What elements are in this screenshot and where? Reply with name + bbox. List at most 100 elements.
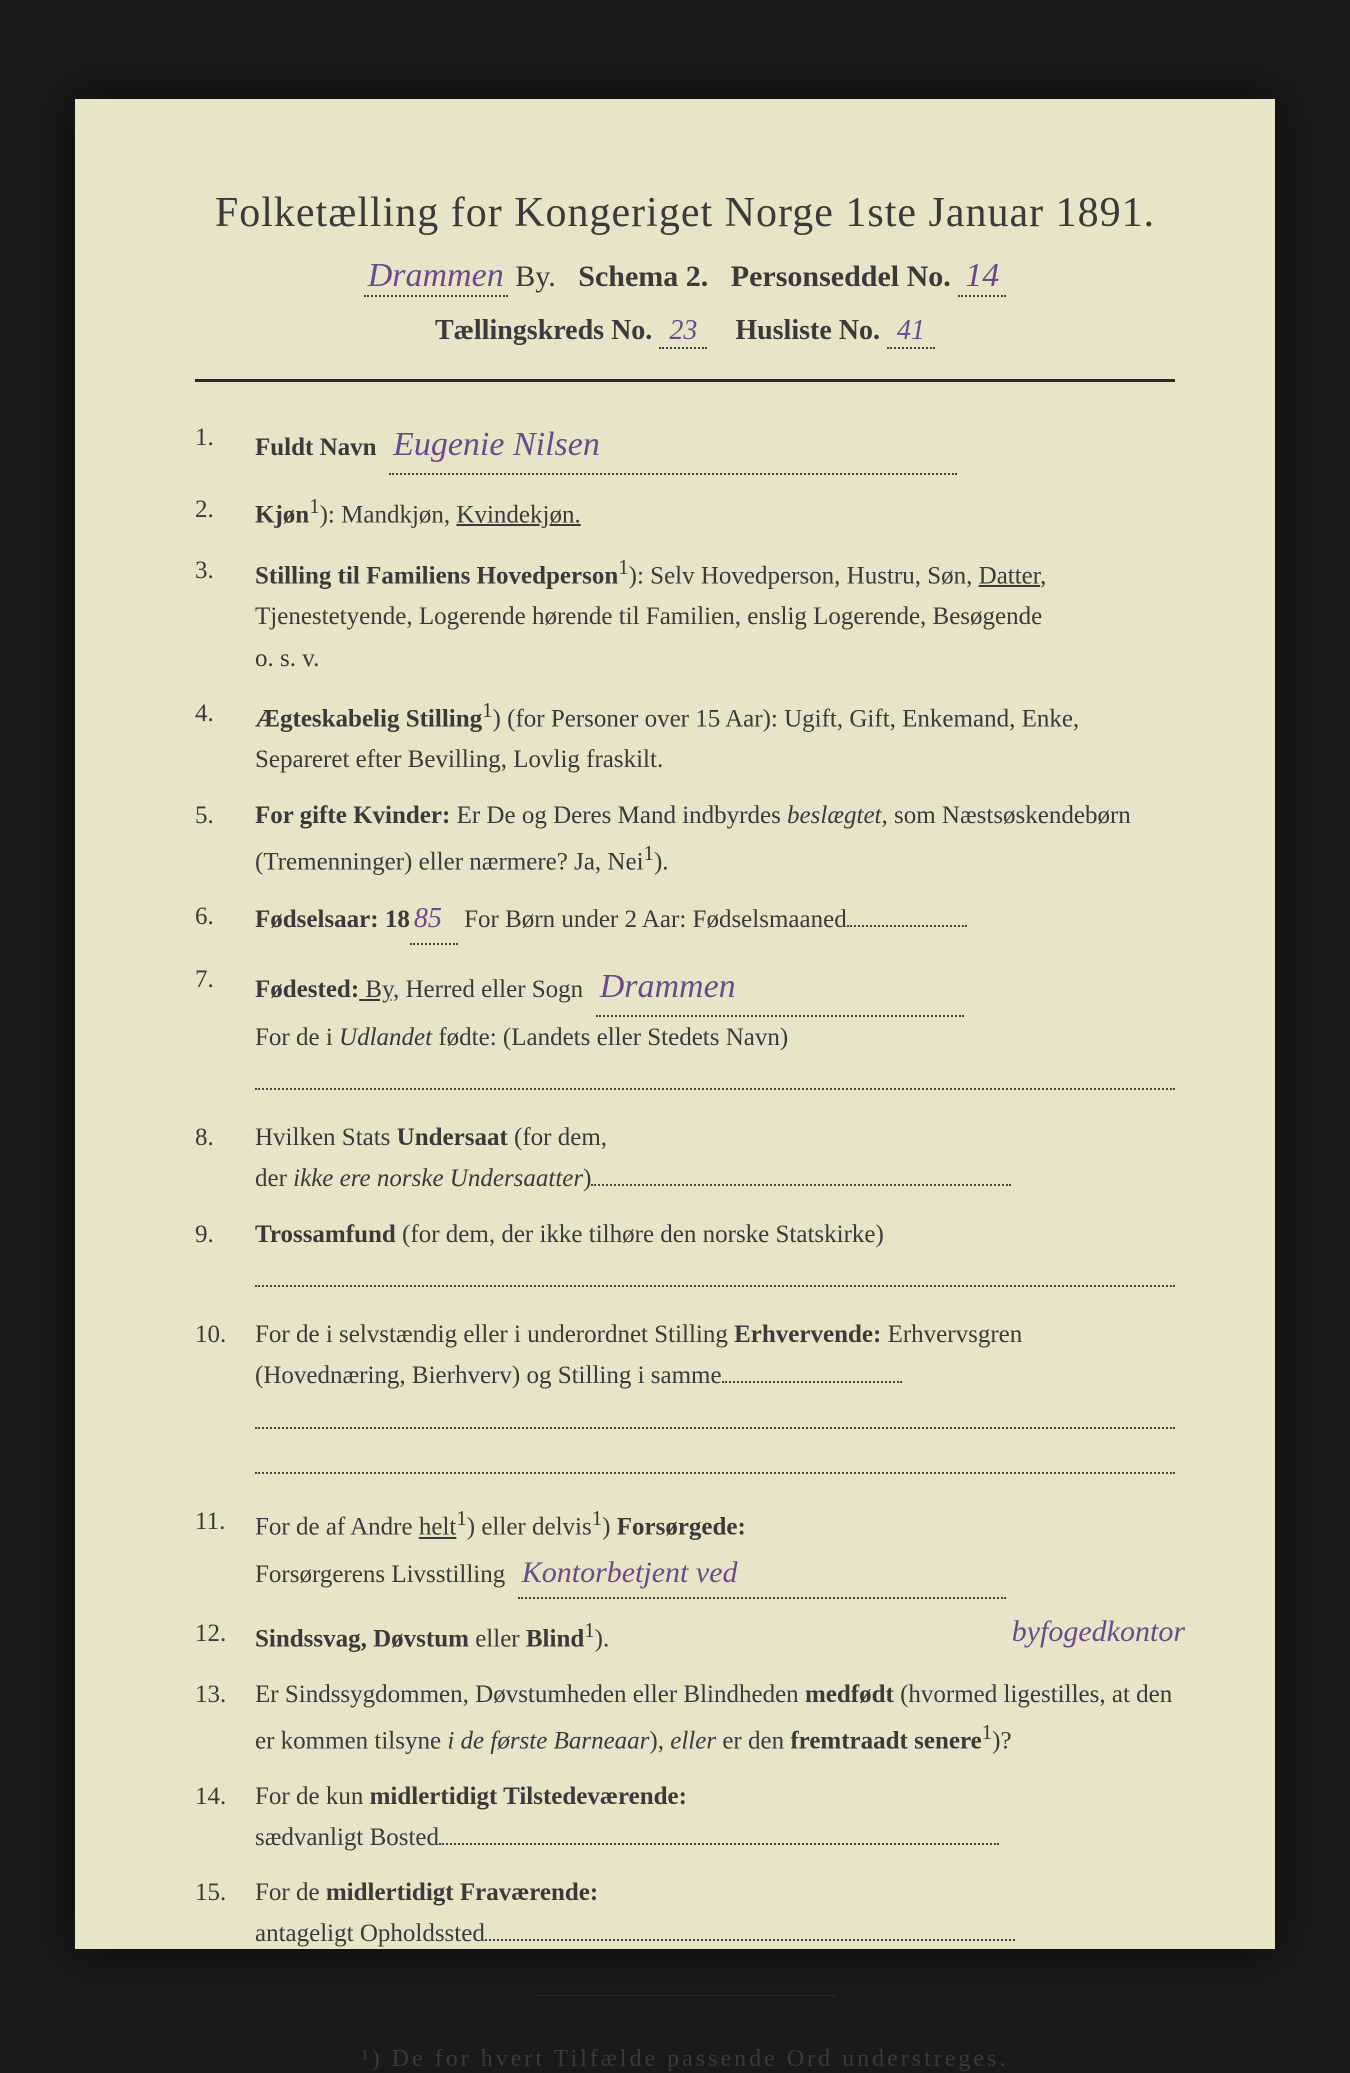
f14-bold: midlertidigt Tilstedeværende: [370,1783,687,1810]
f13-bold1: medfødt [805,1681,894,1708]
form-title: Folketælling for Kongeriget Norge 1ste J… [195,189,1175,237]
form-subheader-2: Tællingskreds No. 23 Husliste No. 41 [195,315,1175,349]
f13-line3: ), [649,1727,670,1754]
field-9: Trossamfund (for dem, der ikke tilhøre d… [195,1214,1175,1301]
field-8: Hvilken Stats Undersaat (for dem, der ik… [195,1117,1175,1200]
footnote: ¹) De for hvert Tilfælde passende Ord un… [195,2046,1175,2073]
f11-line1: For de af Andre [255,1514,419,1541]
f15-fill [485,1939,1015,1941]
f10-fill3 [255,1442,1175,1474]
kreds-label: Tællingskreds No. [435,315,652,346]
f3-sup: 1 [618,555,628,579]
f12-value-hw: byfogedkontor [1012,1607,1185,1657]
divider-line [195,379,1175,382]
f8-line3: der [255,1165,293,1192]
city-handwritten: Drammen [364,257,508,297]
f12-end: ). [595,1626,610,1653]
f15-line2: antageligt Opholdssted [255,1920,485,1947]
f9-rest: (for dem, der ikke tilhøre den norske St… [396,1221,884,1248]
husliste-no-hw: 41 [887,315,935,349]
f7-line2: For de i [255,1024,339,1051]
f6-label: Fødselsaar: 18 [255,906,410,933]
f14-line2: sædvanligt Bosted [255,1824,439,1851]
field-2: Kjøn1): Mandkjøn, Kvindekjøn. [195,489,1175,536]
f13-sup: 1 [982,1720,992,1744]
f15-line1: For de [255,1879,326,1906]
f11-line2: Forsørgerens Livsstilling [255,1561,505,1588]
f2-underlined: Kvindekjøn. [456,501,580,528]
person-label: Personseddel No. [731,260,951,293]
f12-bold: Sindssvag, Døvstum [255,1626,469,1653]
f14-line1: For de kun [255,1783,370,1810]
field-4: Ægteskabelig Stilling1) (for Personer ov… [195,693,1175,781]
f13-end: )? [992,1727,1011,1754]
f11-value-hw: Kontorbetjent ved [522,1556,738,1589]
f10-line1: For de i selvstændig eller i underordnet… [255,1321,734,1348]
f13-italic2: eller [670,1727,716,1754]
husliste-label: Husliste No. [735,315,880,346]
form-subheader-1: Drammen By. Schema 2. Personseddel No. 1… [195,257,1175,297]
f8-line1: Hvilken Stats [255,1124,397,1151]
f10-fill2 [255,1397,1175,1429]
field-7: Fødested: By, Herred eller Sogn Drammen … [195,959,1175,1104]
f1-label: Fuldt Navn [255,434,377,461]
f5-sup: 1 [644,841,654,865]
f13-bold2: fremtraadt senere [790,1727,981,1754]
f6-fill [847,925,967,927]
f11-bold: Forsørgede: [617,1514,746,1541]
field-10: For de i selvstændig eller i underordnet… [195,1314,1175,1487]
f8-bold: Undersaat [397,1124,508,1151]
f3-underlined: Datter [979,562,1040,589]
f8-line4: ) [583,1165,591,1192]
f7-by: By, [359,976,399,1003]
f13-italic: i de første Barneaar [447,1727,649,1754]
f2-label: Kjøn [255,501,309,528]
f6-rest: For Børn under 2 Aar: Fødselsmaaned [458,906,847,933]
footnote-rule [535,1995,835,1996]
person-no-hw: 14 [958,257,1006,297]
f7-label: Fødested: [255,976,359,1003]
f4-sup: 1 [482,698,492,722]
f12-bold2: Blind [526,1626,584,1653]
f9-fill [255,1255,1175,1287]
f8-italic: ikke ere norske Undersaatter [293,1165,583,1192]
f7-place-hw: Drammen [600,968,736,1005]
f7-line3: fødte: (Landets eller Stedets Navn) [432,1024,788,1051]
f1-value-hw: Eugenie Nilsen [393,426,600,463]
field-6: Fødselsaar: 1885 For Børn under 2 Aar: F… [195,896,1175,944]
field-list: Fuldt Navn Eugenie Nilsen Kjøn1): Mandkj… [195,417,1175,1955]
f10-fill1 [722,1381,902,1383]
f11-sup1: 1 [456,1506,466,1530]
f3-line1: ): Selv Hovedperson, Hustru, Søn, [629,562,973,589]
field-3: Stilling til Familiens Hovedperson1): Se… [195,550,1175,679]
f9-bold: Trossamfund [255,1221,396,1248]
f15-bold: midlertidigt Fraværende: [326,1879,598,1906]
f12-sup: 1 [584,1618,594,1642]
f14-fill [439,1843,999,1845]
f7-rest: Herred eller Sogn [399,976,583,1003]
f11-sup2: 1 [592,1506,602,1530]
f2-sup: 1 [309,494,319,518]
f5-end: ). [654,848,669,875]
f8-line2: (for dem, [508,1124,607,1151]
f3-label: Stilling til Familiens Hovedperson [255,562,618,589]
field-15: For de midlertidigt Fraværende: antageli… [195,1872,1175,1955]
f8-fill [591,1184,1011,1186]
f5-label: For gifte Kvinder: [255,802,450,829]
f13-line4: er den [716,1727,790,1754]
schema-label: Schema 2. [578,260,708,293]
kreds-no-hw: 23 [659,315,707,349]
f6-year-hw: 85 [410,896,458,944]
f12-rest: eller [469,1626,526,1653]
field-14: For de kun midlertidigt Tilstedeværende:… [195,1776,1175,1859]
f10-bold: Erhvervende: [734,1321,881,1348]
f11-mid: ) eller delvis [467,1514,592,1541]
f11-u1: helt [419,1514,457,1541]
f3-line3: o. s. v. [255,645,319,672]
f13-line1: Er Sindssygdommen, Døvstumheden eller Bl… [255,1681,805,1708]
by-label: By. [515,260,556,293]
f7-fill [255,1058,1175,1090]
field-12: Sindssvag, Døvstum eller Blind1). byfoge… [195,1613,1175,1660]
field-13: Er Sindssygdommen, Døvstumheden eller Bl… [195,1674,1175,1762]
field-5: For gifte Kvinder: Er De og Deres Mand i… [195,795,1175,883]
